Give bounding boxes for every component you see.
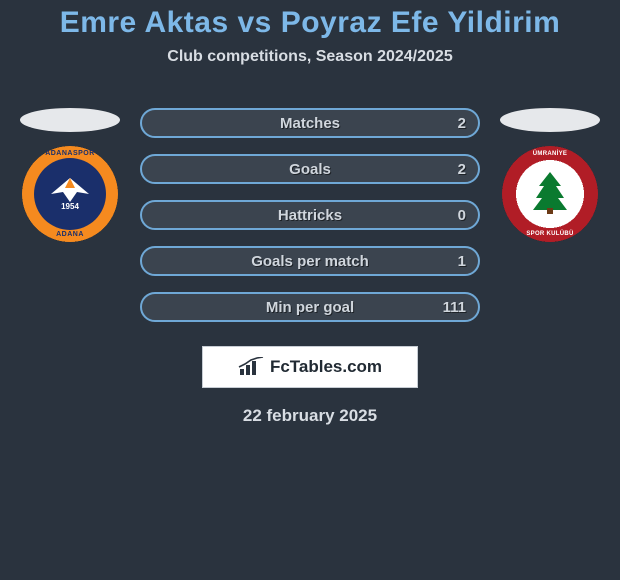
left-player-col: ADANASPOR 1954 ADANA — [20, 108, 120, 242]
eagle-icon — [43, 176, 97, 204]
crest-label: ADANASPOR — [22, 150, 118, 157]
main-row: ADANASPOR 1954 ADANA Matches 2 Goals 2 — [0, 108, 620, 322]
comparison-card: Emre Aktas vs Poyraz Efe Yildirim Club c… — [0, 0, 620, 426]
crest-label: SPOR KULÜBÜ — [502, 231, 598, 237]
stat-right-value: 111 — [443, 299, 466, 316]
right-player-col: ÜMRANİYE SPOR KULÜBÜ — [500, 108, 600, 242]
stat-row: Min per goal 111 — [140, 292, 480, 322]
fctables-text: FcTables.com — [270, 357, 382, 377]
page-title: Emre Aktas vs Poyraz Efe Yildirim — [60, 6, 561, 40]
right-club-crest: ÜMRANİYE SPOR KULÜBÜ — [502, 146, 598, 242]
chart-icon — [238, 357, 264, 377]
stat-label: Goals — [289, 161, 331, 178]
tree-icon — [533, 172, 567, 214]
date-text: 22 february 2025 — [243, 406, 377, 426]
stat-label: Hattricks — [278, 207, 342, 224]
crest-label: ÜMRANİYE — [502, 151, 598, 157]
crest-year: 1954 — [22, 202, 118, 211]
stat-right-value: 1 — [458, 253, 466, 270]
stat-row: Hattricks 0 — [140, 200, 480, 230]
crest-label: ADANA — [22, 231, 118, 238]
stat-right-value: 0 — [458, 207, 466, 224]
stat-right-value: 2 — [458, 161, 466, 178]
stat-row: Goals 2 — [140, 154, 480, 184]
player-photo-placeholder-right — [500, 108, 600, 132]
stat-row: Matches 2 — [140, 108, 480, 138]
stat-right-value: 2 — [458, 115, 466, 132]
player-photo-placeholder-left — [20, 108, 120, 132]
subtitle: Club competitions, Season 2024/2025 — [167, 48, 452, 66]
stat-label: Matches — [280, 115, 340, 132]
stat-row: Goals per match 1 — [140, 246, 480, 276]
left-club-crest: ADANASPOR 1954 ADANA — [22, 146, 118, 242]
fctables-logo[interactable]: FcTables.com — [202, 346, 418, 388]
stats-list: Matches 2 Goals 2 Hattricks 0 Goals per … — [140, 108, 480, 322]
stat-label: Min per goal — [266, 299, 354, 316]
stat-label: Goals per match — [251, 253, 369, 270]
